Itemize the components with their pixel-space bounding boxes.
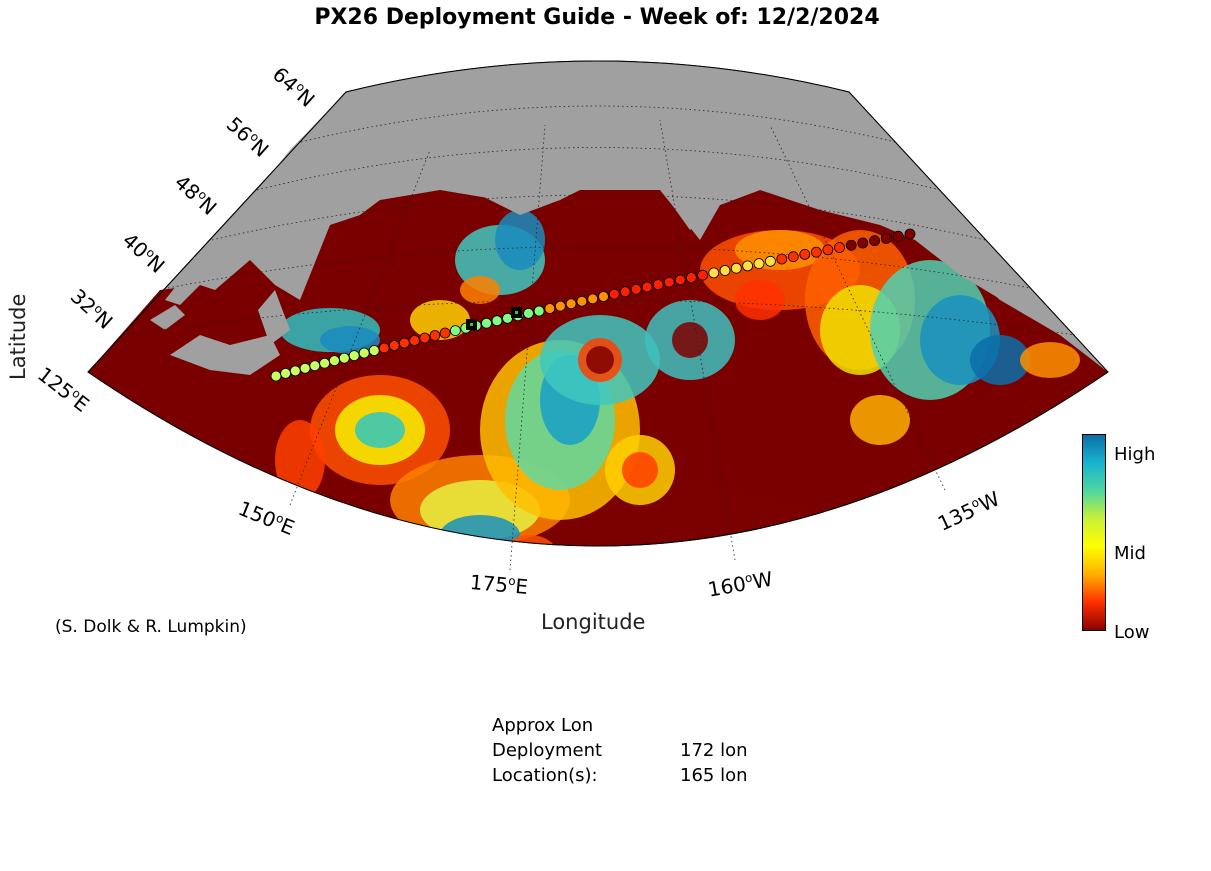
track-point: [869, 235, 880, 247]
track-point: [652, 279, 664, 291]
colorbar-high-label: High: [1114, 444, 1156, 465]
track-point: [309, 360, 321, 372]
deployment-marker-1: [466, 319, 477, 330]
track-point: [765, 255, 776, 267]
x-axis-label: Longitude: [541, 610, 646, 634]
field-patch: [850, 395, 910, 445]
track-point: [299, 362, 311, 374]
info-lon-value-1: 172 lon: [680, 740, 748, 761]
credit-text: (S. Dolk & R. Lumpkin): [55, 617, 247, 637]
field-patch: [672, 322, 708, 358]
track-point: [880, 233, 892, 244]
cruise-track: [270, 228, 916, 382]
deployment-marker-2: [511, 307, 522, 318]
heat-field: [275, 210, 1080, 546]
track-point: [544, 303, 556, 314]
track-point: [630, 283, 642, 295]
field-patch: [440, 515, 520, 546]
track-point: [822, 244, 834, 256]
track-point: [419, 332, 431, 344]
track-point: [697, 269, 708, 281]
track-point: [587, 293, 599, 305]
track-point: [502, 312, 513, 324]
track-point: [319, 357, 331, 369]
track-point: [904, 228, 916, 240]
field-patch: [460, 276, 500, 304]
track-point: [289, 365, 301, 377]
info-lon-value-2: 165 lon: [680, 765, 748, 786]
track-point: [834, 242, 845, 253]
track-point: [328, 355, 340, 367]
track-point: [810, 246, 822, 258]
track-point: [409, 335, 420, 346]
track-point: [523, 307, 534, 319]
field-patch: [970, 335, 1030, 385]
track-point: [491, 315, 503, 327]
field-patch: [495, 210, 545, 270]
track-point: [481, 317, 492, 329]
field-patch: [275, 420, 325, 500]
track-point: [845, 239, 857, 251]
track-point: [730, 262, 742, 274]
track-point: [686, 272, 697, 283]
track-point: [555, 300, 566, 312]
track-point: [892, 230, 904, 242]
track-point: [742, 260, 753, 272]
track-point: [270, 370, 282, 382]
track-point: [619, 286, 631, 298]
track-point: [598, 291, 609, 302]
track-point: [753, 258, 765, 270]
field-patch: [622, 452, 658, 488]
field-patch: [586, 346, 614, 374]
track-point: [719, 265, 731, 276]
track-point: [280, 367, 292, 379]
plot-title: PX26 Deployment Guide - Week of: 12/2/20…: [314, 5, 880, 30]
track-point: [449, 325, 461, 337]
field-patch: [735, 280, 785, 320]
colorbar: [1082, 434, 1106, 631]
colorbar-low-label: Low: [1114, 622, 1150, 643]
track-point: [641, 281, 653, 293]
track-point: [368, 345, 380, 356]
field-patch: [320, 326, 380, 354]
track-point: [799, 248, 811, 260]
land-masses: [150, 61, 1108, 375]
track-point: [429, 330, 441, 341]
info-location-label: Location(s):: [492, 765, 598, 786]
colorbar-mid-label: Mid: [1114, 543, 1146, 564]
track-point: [388, 340, 400, 351]
lon-label-175: 175oE: [468, 570, 529, 599]
track-point: [533, 305, 545, 317]
track-point: [565, 298, 577, 310]
track-point: [348, 350, 360, 362]
track-point: [338, 352, 350, 364]
track-point: [857, 237, 869, 249]
track-point: [439, 327, 451, 339]
graticule: [123, 105, 1076, 571]
track-point: [787, 251, 799, 263]
field-patch: [355, 412, 405, 448]
track-point: [776, 253, 788, 265]
track-point: [663, 276, 675, 288]
track-point: [398, 337, 410, 349]
track-point: [708, 267, 720, 279]
y-axis-label: Latitude: [6, 293, 30, 380]
track-point: [608, 288, 620, 300]
track-point: [674, 274, 686, 286]
track-point: [358, 347, 370, 359]
field-patch: [1020, 342, 1080, 378]
info-deployment-label: Deployment: [492, 740, 603, 761]
track-point: [576, 295, 588, 307]
track-point: [378, 342, 390, 354]
deployment-info: Approx Lon Deployment 172 lon Location(s)…: [492, 713, 748, 788]
info-header: Approx Lon: [492, 715, 594, 736]
